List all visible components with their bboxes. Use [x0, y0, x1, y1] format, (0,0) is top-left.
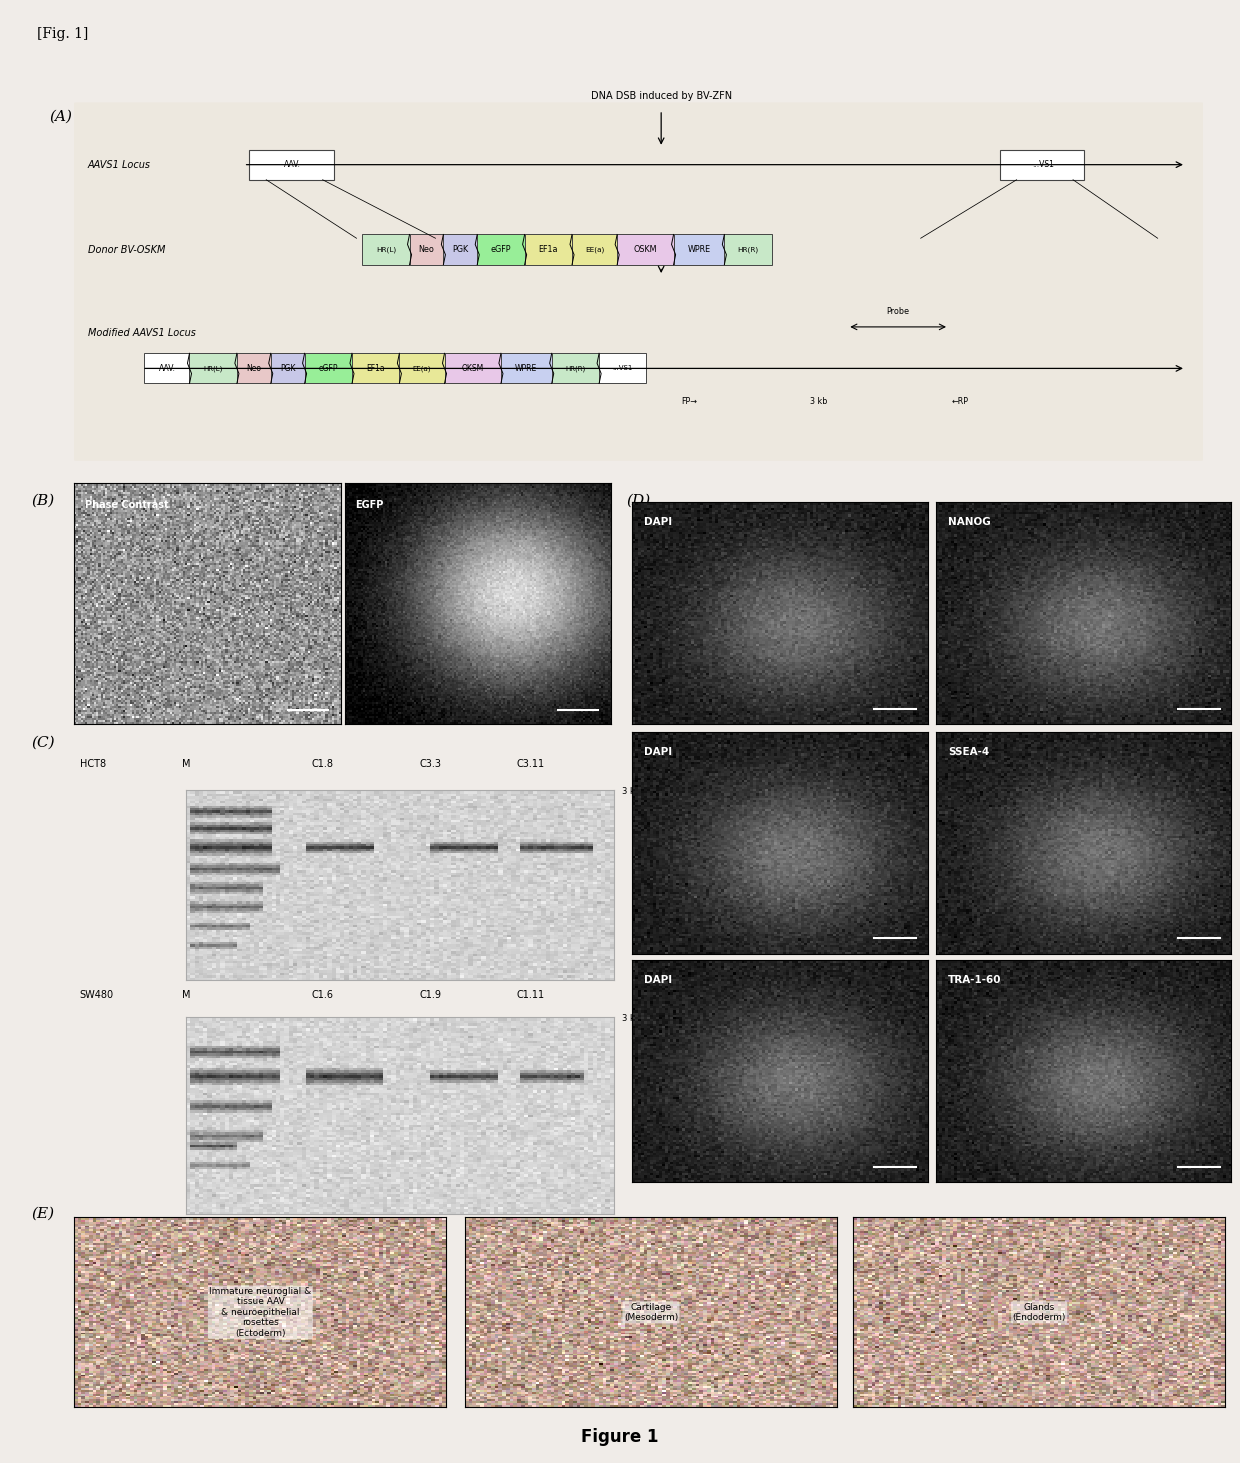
Text: OSKM: OSKM: [634, 246, 657, 255]
Text: Immature neuroglial &
tissue AAV
& neuroepithelial
rosettes
(Ectoderm): Immature neuroglial & tissue AAV & neuro…: [210, 1287, 311, 1337]
Text: EE(a): EE(a): [413, 366, 432, 372]
Text: TRA-1-60: TRA-1-60: [949, 976, 1002, 985]
Bar: [190, 353, 237, 383]
Bar: [444, 234, 477, 265]
Text: Modified AAVS1 Locus: Modified AAVS1 Locus: [88, 328, 196, 338]
Text: C1.11: C1.11: [517, 990, 544, 999]
Bar: [525, 234, 572, 265]
Text: C3.3: C3.3: [419, 759, 441, 768]
Text: Donor BV-OSKM: Donor BV-OSKM: [88, 244, 165, 255]
Bar: [409, 234, 444, 265]
Bar: [362, 234, 409, 265]
Text: M: M: [182, 990, 191, 999]
Text: ...VS1: ...VS1: [613, 366, 632, 372]
Text: 3 kb: 3 kb: [622, 787, 641, 796]
Text: HR(R): HR(R): [565, 366, 585, 372]
Text: AAV.: AAV.: [159, 364, 175, 373]
Text: Probe: Probe: [887, 307, 910, 316]
Text: OKSM: OKSM: [461, 364, 484, 373]
Bar: [237, 353, 270, 383]
Text: Glands
(Endoderm): Glands (Endoderm): [1012, 1302, 1066, 1323]
Bar: [724, 234, 771, 265]
Bar: [444, 353, 501, 383]
Text: NANOG: NANOG: [949, 518, 991, 527]
Text: C1.6: C1.6: [311, 990, 334, 999]
Text: EE(a): EE(a): [585, 246, 604, 253]
Text: eGFP: eGFP: [491, 246, 511, 255]
Text: C1.9: C1.9: [419, 990, 441, 999]
Bar: [599, 353, 646, 383]
Text: HR(L): HR(L): [203, 366, 223, 372]
Text: PGK: PGK: [453, 246, 469, 255]
Bar: [572, 234, 618, 265]
Bar: [673, 234, 724, 265]
Bar: [305, 353, 352, 383]
Text: ←RP: ←RP: [951, 398, 968, 407]
FancyBboxPatch shape: [71, 102, 1207, 461]
Text: Neo: Neo: [419, 246, 434, 255]
Text: SW480: SW480: [79, 990, 114, 999]
Bar: [249, 149, 334, 180]
Bar: [144, 353, 190, 383]
Text: HR(R): HR(R): [738, 246, 759, 253]
Text: (E): (E): [31, 1207, 55, 1220]
Text: eGFP: eGFP: [319, 364, 339, 373]
Text: SSEA-4: SSEA-4: [949, 748, 990, 756]
Text: HCT8: HCT8: [79, 759, 105, 768]
Text: M: M: [182, 759, 191, 768]
Text: DAPI: DAPI: [645, 518, 672, 527]
Text: [Fig. 1]: [Fig. 1]: [37, 28, 88, 41]
Text: EF1a: EF1a: [366, 364, 384, 373]
Text: (B): (B): [31, 494, 55, 508]
Text: 3 kb: 3 kb: [622, 1014, 641, 1023]
Text: AAVS1 Locus: AAVS1 Locus: [88, 159, 151, 170]
Text: DNA DSB induced by BV-ZFN: DNA DSB induced by BV-ZFN: [590, 91, 732, 101]
Text: (D): (D): [626, 494, 651, 508]
Text: AAV.: AAV.: [284, 159, 300, 170]
Text: C1.8: C1.8: [311, 759, 334, 768]
Bar: [999, 149, 1084, 180]
Text: DAPI: DAPI: [645, 976, 672, 985]
Bar: [552, 353, 599, 383]
Text: 3 kb: 3 kb: [811, 398, 828, 407]
Text: Phase Contrast: Phase Contrast: [86, 500, 169, 509]
Text: C3.11: C3.11: [517, 759, 544, 768]
Text: WPRE: WPRE: [687, 246, 711, 255]
Bar: [501, 353, 552, 383]
Text: Cartilage
(Mesoderm): Cartilage (Mesoderm): [624, 1302, 678, 1323]
Bar: [399, 353, 444, 383]
Text: Neo: Neo: [247, 364, 262, 373]
Text: EF1a: EF1a: [538, 246, 558, 255]
Bar: [352, 353, 399, 383]
Text: DAPI: DAPI: [645, 748, 672, 756]
Text: (A): (A): [50, 110, 73, 124]
Bar: [477, 234, 525, 265]
Text: FP→: FP→: [681, 398, 697, 407]
Text: ...VS1: ...VS1: [1032, 159, 1054, 170]
Bar: [618, 234, 673, 265]
Text: PGK: PGK: [280, 364, 295, 373]
Text: (C): (C): [31, 736, 55, 749]
Text: HR(L): HR(L): [376, 246, 396, 253]
Text: WPRE: WPRE: [515, 364, 537, 373]
Text: Figure 1: Figure 1: [582, 1428, 658, 1447]
Text: EGFP: EGFP: [356, 500, 383, 509]
Bar: [270, 353, 305, 383]
